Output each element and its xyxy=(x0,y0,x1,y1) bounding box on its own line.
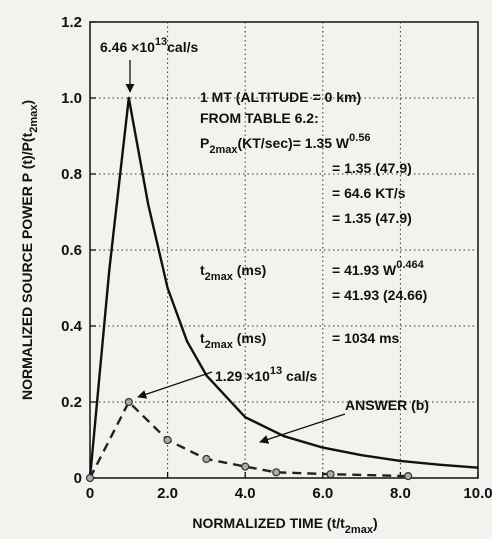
text-segment: ) xyxy=(19,100,35,105)
x-tick-label: 0 xyxy=(86,485,94,502)
text-segment: t xyxy=(200,330,205,346)
text-segment: (ms) xyxy=(233,262,266,278)
text-segment: 0.56 xyxy=(349,132,370,144)
x-tick-label: 10.0 xyxy=(463,485,492,502)
text-segment: ANSWER (b) xyxy=(345,397,429,413)
annotation: 1 MT (ALTITUDE = 0 km) xyxy=(200,89,361,105)
annotation: t2max (ms) xyxy=(200,262,266,283)
text-segment: cal/s xyxy=(167,39,198,55)
text-segment: = 64.6 KT/s xyxy=(332,185,406,201)
annotation: = 41.93 W0.464 xyxy=(332,259,425,278)
annotation: ANSWER (b) xyxy=(345,397,429,413)
annotation: FROM TABLE 6.2: xyxy=(200,110,319,126)
text-segment: t xyxy=(200,262,205,278)
annotation: = 64.6 KT/s xyxy=(332,185,406,201)
text-segment: 1 MT (ALTITUDE = 0 km) xyxy=(200,89,361,105)
text-segment: 1.29 ×10 xyxy=(215,368,270,384)
text-segment: 13 xyxy=(155,36,167,48)
y-tick-label: 0.6 xyxy=(61,242,82,259)
y-axis-label: NORMALIZED SOURCE POWER P (t)/P(t2max) xyxy=(19,100,40,400)
text-segment: 2max xyxy=(205,339,234,351)
annotation: = 41.93 (24.66) xyxy=(332,287,427,303)
text-segment: 2max xyxy=(209,144,238,156)
x-tick-label: 4.0 xyxy=(235,485,256,502)
text-segment: 2max xyxy=(345,524,374,536)
annotation: 1.29 ×1013 cal/s xyxy=(215,365,317,384)
x-tick-label: 6.0 xyxy=(312,485,333,502)
text-segment: (ms) xyxy=(233,330,266,346)
annotation: t2max (ms) xyxy=(200,330,266,351)
text-segment: cal/s xyxy=(282,368,317,384)
line xyxy=(88,96,479,479)
annotation: = 1.35 (47.9) xyxy=(332,210,412,226)
text-segment: 2max xyxy=(205,271,234,283)
y-tick-label: 0.2 xyxy=(61,394,82,411)
text-segment: = 1034 ms xyxy=(332,330,400,346)
y-tick-label: 1.0 xyxy=(61,90,82,107)
point xyxy=(124,397,133,407)
annotation: 6.46 ×1013cal/s xyxy=(100,36,198,55)
y-tick-label: 0.4 xyxy=(61,318,83,335)
text-segment: ) xyxy=(373,515,378,531)
point xyxy=(272,468,281,477)
y-tick-label: 0.8 xyxy=(61,166,82,183)
x-tick-label: 2.0 xyxy=(157,485,178,502)
text-segment: 0.464 xyxy=(396,259,424,271)
point xyxy=(163,435,172,445)
text-segment: (KT/sec)= 1.35 W xyxy=(237,135,349,151)
arrow xyxy=(259,413,346,444)
point xyxy=(85,473,95,483)
annotation: = 1.35 (47.9) xyxy=(332,160,412,176)
text-segment: 6.46 ×10 xyxy=(100,39,155,55)
y-tick-label: 0 xyxy=(74,470,82,487)
x-axis-label: NORMALIZED TIME (t/t2max) xyxy=(192,515,377,536)
text-segment: P xyxy=(200,135,209,151)
x-tick-label: 8.0 xyxy=(390,485,411,502)
annotation: P2max(KT/sec)= 1.35 W0.56 xyxy=(200,132,371,156)
text-segment: = 41.93 (24.66) xyxy=(332,287,427,303)
point xyxy=(202,454,211,464)
point xyxy=(241,462,250,471)
text-segment: 13 xyxy=(270,365,282,377)
arrow xyxy=(137,371,213,399)
text-segment: = 41.93 W xyxy=(332,262,397,278)
text-segment: NORMALIZED TIME (t/t xyxy=(192,515,345,531)
y-tick-label: 1.2 xyxy=(61,14,82,31)
point xyxy=(326,470,335,479)
text-segment: = 1.35 (47.9) xyxy=(332,160,412,176)
text-segment: = 1.35 (47.9) xyxy=(332,210,412,226)
text-segment: FROM TABLE 6.2: xyxy=(200,110,319,126)
text-segment: 2max xyxy=(28,104,40,133)
point xyxy=(404,472,413,481)
annotation: = 1034 ms xyxy=(332,330,400,346)
line xyxy=(88,400,409,479)
text-segment: NORMALIZED SOURCE POWER P (t)/P(t xyxy=(19,132,35,400)
